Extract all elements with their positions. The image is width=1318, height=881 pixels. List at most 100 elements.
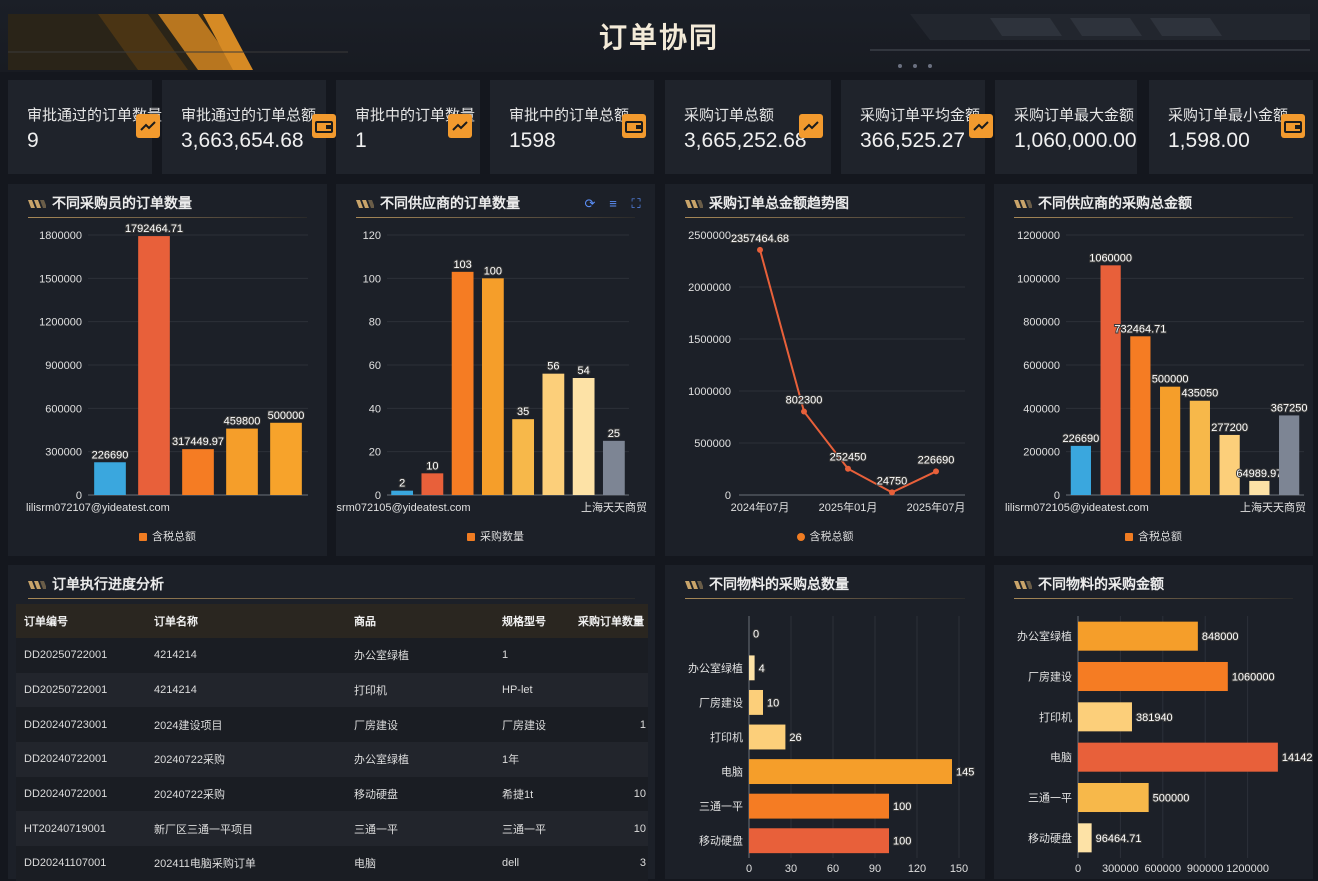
bar [226,428,258,495]
bar [451,271,474,495]
kpi-card-approved-amount: 审批通过的订单总额 3,663,654.68 [162,80,336,174]
table-cell: 10 [576,776,648,812]
kpi-label: 审批通过的订单总额 [181,107,317,124]
bar [182,449,214,495]
y-tick-label: 办公室绿植 [1017,629,1072,643]
data-label: 10 [767,697,779,709]
data-point [889,489,895,496]
y-tick-label: 1500000 [39,273,82,285]
data-label: 277200 [1211,422,1248,434]
table-cell: DD20240722001 [16,776,146,812]
table-row[interactable]: HT20240719001 新厂区三通一平项目 三通一平 三通一平 10 [16,811,648,847]
table-header[interactable]: 订单名称 [146,604,346,638]
y-tick-label: 三通一平 [699,800,743,813]
table-header[interactable]: 规格型号 [494,604,576,638]
list-icon[interactable]: ≡ [609,196,617,211]
x-tick-label: 300000 [1102,863,1139,875]
x-tick-label: isrm072105@yideatest.com [336,502,471,514]
table-cell [576,638,648,673]
table-cell [576,672,648,708]
chart-legend[interactable]: 含税总额 [994,528,1313,544]
x-tick-label: 2025年01月 [819,500,878,514]
y-tick-label: 2500000 [688,230,731,242]
title-mark-icon [1014,200,1032,209]
table-cell: 打印机 [346,672,494,708]
data-label: 500000 [268,410,305,422]
y-tick-label: 办公室绿植 [688,661,743,675]
bar [1219,434,1240,495]
table-row[interactable]: DD20240722001 20240722采购 移动硬盘 希捷1t 10 [16,776,648,812]
table-row[interactable]: DD20240722001 20240722采购 办公室绿植 1年 [16,742,648,777]
bar [572,378,595,495]
bar [1160,386,1181,495]
bar [602,440,625,495]
table-cell: 移动硬盘 [346,776,494,812]
table-row[interactable]: DD20250722001 4214214 打印机 HP-let [16,672,648,708]
kpi-label: 采购订单总额 [684,107,775,124]
bar [421,473,444,495]
y-tick-label: 100 [363,273,381,285]
chart-legend[interactable]: 含税总额 [665,528,985,544]
kpi-value: 1,598.00 [1168,129,1250,152]
table-header[interactable]: 订单编号 [16,604,146,638]
fullscreen-icon[interactable]: ⛶ [631,196,641,211]
table-cell: 办公室绿植 [346,638,494,673]
bar [749,759,952,785]
table-header[interactable]: 采购订单数量 [576,604,648,638]
data-label: 100 [484,265,502,277]
table-header[interactable]: 商品 [346,604,494,638]
kpi-value: 366,525.27 [860,129,966,152]
x-tick-label: 1200000 [1226,863,1269,875]
data-label: 1792464.71 [125,223,183,235]
table-cell: 三通一平 [494,811,576,847]
y-tick-label: 1200000 [39,317,82,329]
table-cell: 1 [494,638,576,673]
trend-chart: 0 500000 1000000 1500000 2000000 2500000 23574… [688,230,965,514]
bar [512,419,535,495]
table-cell: 1 [576,707,648,743]
panel-trend: 采购订单总金额趋势图 0 500000 1000000 1500000 2000000 2… [665,184,985,556]
panel-title-text: 不同供应商的采购总金额 [1038,195,1192,211]
data-label: 226690 [918,454,955,466]
bar [1070,445,1091,495]
y-tick-label: 600000 [45,403,82,415]
data-label: 1060000 [1232,672,1275,684]
chart-legend[interactable]: 采购数量 [336,528,655,544]
bar [749,793,889,819]
table-row[interactable]: DD20241107001 202411电脑采购订单 电脑 dell 3 [16,846,648,881]
data-label: 35 [517,406,529,418]
panel-supplier-amount: 不同供应商的采购总金额 0 200000 400000 600000 800000 100… [994,184,1313,556]
table-cell: 办公室绿植 [346,742,494,777]
chart-legend[interactable]: 含税总额 [8,528,327,544]
y-tick-label: 120 [363,230,381,242]
wallet-icon [1281,114,1305,138]
data-label: 4 [759,663,765,675]
table-cell: 4214214 [146,672,346,708]
data-point [801,408,807,415]
panel-title: 不同供应商的订单数量 [356,193,520,213]
y-tick-label: 60 [369,360,381,372]
y-tick-label: 0 [76,490,82,502]
trend-icon [136,114,160,138]
data-point [933,468,939,475]
panel-title-text: 订单执行进度分析 [52,576,164,592]
trend-icon [799,114,823,138]
order-progress-table: 订单编号 订单名称 商品 规格型号 采购订单数量 DD20250722001 42… [16,604,648,881]
x-tick-label: 上海天天商贸 [581,500,647,514]
data-label: 26 [789,732,801,744]
header-decoration-left [8,14,348,70]
panel-title: 采购订单总金额趋势图 [685,193,849,213]
refresh-icon[interactable]: ⟳ [584,196,596,211]
bar [391,490,414,495]
legend-label: 含税总额 [809,531,854,543]
x-tick-label: 上海天天商贸 [1240,500,1306,514]
table-row[interactable]: DD20240723001 2024建设项目 厂房建设 厂房建设 1 [16,707,648,743]
kpi-card-pending-count: 审批中的订单数量 1 [336,80,480,174]
wallet-icon [622,114,646,138]
dashboard-header: 订单协同 [0,0,1318,72]
panel-title: 不同物料的采购总数量 [685,574,849,594]
table-cell: 厂房建设 [494,707,576,743]
bar [270,422,302,495]
data-label: 25 [608,428,620,440]
table-row[interactable]: DD20250722001 4214214 办公室绿植 1 [16,638,648,673]
